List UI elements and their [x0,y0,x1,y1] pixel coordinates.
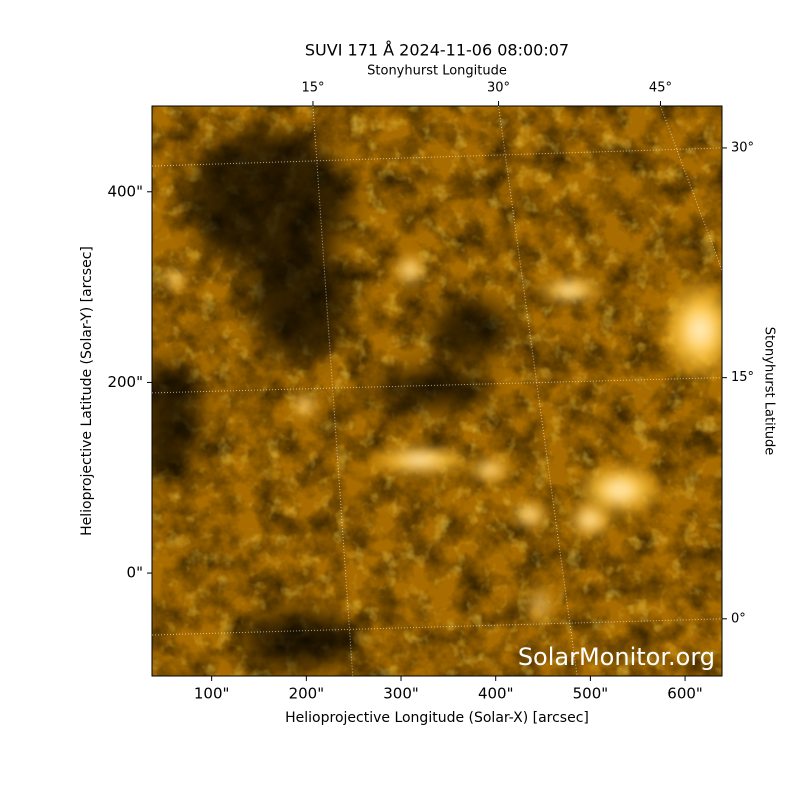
chart-title: SUVI 171 Å 2024-11-06 08:00:07 [305,41,569,60]
x2-tick-label: 30° [487,81,510,96]
y-axis-label: Helioprojective Latitude (Solar-Y) [arcs… [79,246,95,536]
x2-axis-label: Stonyhurst Longitude [367,64,507,79]
x-tick-label: 600" [667,685,703,703]
y-tick-label: 400" [107,182,143,200]
graticule-line [152,147,722,167]
x-tick-label: 500" [573,685,609,703]
x-tick-label: 300" [383,685,419,703]
graticule-line [659,106,722,271]
x-axis-label: Helioprojective Longitude (Solar-X) [arc… [285,710,589,726]
watermark: SolarMonitor.org [518,643,715,671]
y-tick-label: 200" [107,373,143,391]
graticule-line [152,377,722,394]
y-tick-label: 0" [127,564,143,582]
y2-tick-label: 0° [731,611,746,626]
x-tick-label: 100" [194,685,230,703]
graticule-line [312,106,354,676]
x2-tick-label: 45° [649,81,672,96]
y2-axis-label: Stonyhurst Latitude [762,327,777,456]
x-tick-label: 200" [289,685,325,703]
x2-tick-label: 15° [301,81,324,96]
solar-image [152,106,722,676]
y2-tick-label: 30° [731,140,754,155]
graticule-line [152,618,722,636]
x-tick-label: 400" [478,685,514,703]
plot-frame [151,105,723,677]
y2-tick-label: 15° [731,370,754,385]
